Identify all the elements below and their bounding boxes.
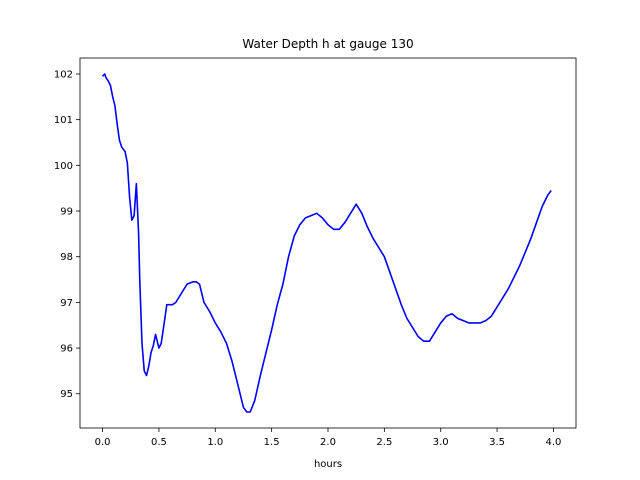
x-axis-ticks: 0.0 0.5 1.0 1.5 2.0 2.5 3.0 3.5 4.0 xyxy=(95,428,562,448)
x-tick-label: 0.5 xyxy=(151,437,167,448)
x-tick-label: 3.0 xyxy=(433,437,449,448)
y-tick-label: 100 xyxy=(54,161,73,172)
series-line xyxy=(101,73,552,413)
y-tick-label: 98 xyxy=(60,252,73,263)
x-tick-label: 4.0 xyxy=(546,437,562,448)
x-axis-label: hours xyxy=(314,459,342,470)
plot-area xyxy=(101,73,552,413)
y-tick-label: 96 xyxy=(60,344,73,355)
x-tick-label: 3.5 xyxy=(489,437,505,448)
x-tick-label: 2.5 xyxy=(376,437,392,448)
x-tick-label: 1.5 xyxy=(264,437,280,448)
y-axis-ticks: 95 96 97 98 99 100 101 102 xyxy=(54,69,80,400)
chart-title: Water Depth h at gauge 130 xyxy=(242,37,413,51)
x-tick-label: 1.0 xyxy=(207,437,223,448)
x-tick-label: 0.0 xyxy=(95,437,111,448)
y-tick-label: 99 xyxy=(60,207,73,218)
y-tick-label: 95 xyxy=(60,389,73,400)
y-tick-label: 101 xyxy=(54,115,73,126)
y-tick-label: 97 xyxy=(60,298,73,309)
y-tick-label: 102 xyxy=(54,69,73,80)
x-tick-label: 2.0 xyxy=(320,437,336,448)
